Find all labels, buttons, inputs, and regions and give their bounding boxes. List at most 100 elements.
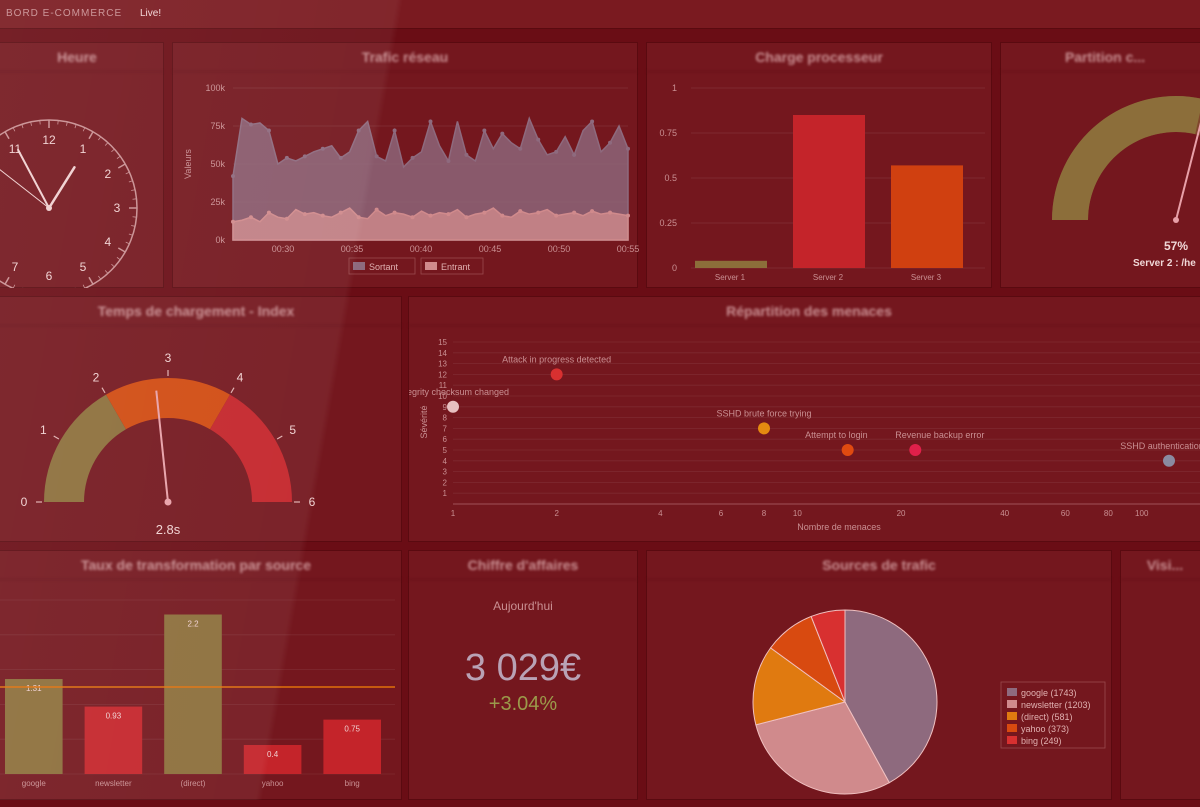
- x-tick-label: 00:30: [272, 244, 295, 254]
- load-time-panel-title: Temps de chargement - Index: [0, 297, 401, 326]
- clock-number: 12: [42, 133, 56, 147]
- scatter-point-label: Integrity checksum changed: [409, 387, 509, 397]
- bar-value-label: 0.75: [344, 725, 360, 734]
- data-point: [429, 119, 433, 123]
- legend-swatch: [1007, 724, 1017, 732]
- data-point: [464, 153, 468, 157]
- y-tick-label: 1: [672, 83, 677, 93]
- clock-tick: [89, 132, 93, 139]
- data-point: [303, 212, 307, 216]
- data-point: [446, 212, 450, 216]
- x-tick-label: Server 3: [911, 273, 942, 282]
- data-point: [536, 211, 540, 215]
- data-point: [339, 156, 343, 160]
- y-tick-label: 6: [443, 435, 448, 444]
- revenue-value: 3 029€: [409, 647, 637, 690]
- data-point: [500, 132, 504, 136]
- x-tick-label: 1: [451, 509, 456, 518]
- clock-panel: Heure 121234567891011: [0, 42, 164, 288]
- data-point: [590, 119, 594, 123]
- y-axis-label: Valeurs: [183, 149, 193, 179]
- data-point: [572, 153, 576, 157]
- clock-tick: [118, 164, 125, 168]
- y-axis-label: Sévérité: [419, 405, 429, 438]
- x-tick-label: 6: [719, 509, 724, 518]
- clock-tick: [98, 137, 100, 140]
- legend-label: bing (249): [1021, 736, 1062, 746]
- data-point: [554, 150, 558, 154]
- scatter-point: [842, 444, 854, 456]
- bar-server-1: [695, 261, 767, 268]
- gauge-band-2: [210, 395, 292, 502]
- y-tick-label: 5: [443, 446, 448, 455]
- legend-swatch: [1007, 700, 1017, 708]
- scatter-point: [447, 401, 459, 413]
- legend-label: Entrant: [441, 262, 471, 272]
- data-point: [626, 214, 630, 218]
- conversion-chart: 1.31google0.93newsletter2.2(direct)0.4ya…: [0, 580, 403, 802]
- clock-number: 4: [105, 235, 112, 249]
- analog-clock: 121234567891011: [0, 72, 165, 288]
- clock-second-hand: [0, 159, 49, 208]
- gauge-pivot: [1173, 217, 1179, 223]
- scatter-point: [1163, 455, 1175, 467]
- y-tick-label: 50k: [210, 159, 225, 169]
- scatter-point-label: SSHD brute force trying: [716, 408, 811, 418]
- bar-google: [5, 679, 63, 774]
- gauge-tick-label: 3: [165, 351, 172, 365]
- y-tick-label: 0.25: [659, 218, 677, 228]
- clock-number: 3: [114, 201, 121, 215]
- data-point: [464, 215, 468, 219]
- bar-value-label: 0.4: [267, 750, 279, 759]
- clock-number: 5: [80, 260, 87, 274]
- data-point: [285, 217, 289, 221]
- y-tick-label: 7: [443, 424, 448, 433]
- clock-tick: [126, 172, 130, 174]
- data-point: [285, 156, 289, 160]
- y-tick-label: 8: [443, 414, 448, 423]
- gauge-tick-label: 6: [309, 495, 316, 509]
- gauge-tick: [277, 436, 282, 439]
- legend-label: Sortant: [369, 262, 399, 272]
- y-tick-label: 13: [438, 360, 447, 369]
- x-tick-label: 80: [1104, 509, 1113, 518]
- x-tick-label: 00:55: [617, 244, 639, 254]
- y-tick-label: 12: [438, 370, 447, 379]
- data-point: [357, 215, 361, 219]
- gauge-caption: Server 2 : /he: [1133, 258, 1196, 269]
- x-tick-label: 00:35: [341, 244, 364, 254]
- revenue-period: Aujourd'hui: [409, 599, 637, 613]
- legend-swatch: [425, 262, 437, 270]
- scatter-point-label: SSHD authentication fail: [1120, 441, 1200, 451]
- bar-direct: [164, 615, 222, 775]
- bar-server-3: [891, 165, 963, 268]
- data-point: [572, 211, 576, 215]
- revenue-panel: Chiffre d'affaires Aujourd'hui 3 029€ +3…: [408, 550, 638, 800]
- legend-label: newsletter (1203): [1021, 700, 1091, 710]
- visits-panel-title: Visi...: [1121, 551, 1200, 580]
- cpu-panel-title: Charge processeur: [647, 43, 991, 72]
- y-tick-label: 2: [443, 478, 448, 487]
- data-point: [339, 211, 343, 215]
- bar-value-label: 1.31: [26, 684, 42, 693]
- conversion-panel-title: Taux de transformation par source: [0, 551, 401, 580]
- data-point: [626, 147, 630, 151]
- clock-tick: [83, 128, 85, 132]
- x-tick-label: newsletter: [95, 779, 132, 788]
- x-tick-label: 20: [897, 509, 906, 518]
- data-point: [554, 214, 558, 218]
- y-tick-label: 4: [443, 457, 448, 466]
- threats-panel-title: Répartition des menaces: [409, 297, 1200, 326]
- clock-tick: [111, 149, 114, 152]
- clock-tick: [89, 277, 93, 284]
- y-tick-label: 3: [443, 468, 448, 477]
- clock-tick: [105, 270, 108, 273]
- legend-swatch: [1007, 736, 1017, 744]
- clock-tick: [111, 264, 114, 267]
- data-point: [357, 129, 361, 133]
- live-link[interactable]: Live!: [140, 8, 161, 19]
- data-point: [536, 138, 540, 142]
